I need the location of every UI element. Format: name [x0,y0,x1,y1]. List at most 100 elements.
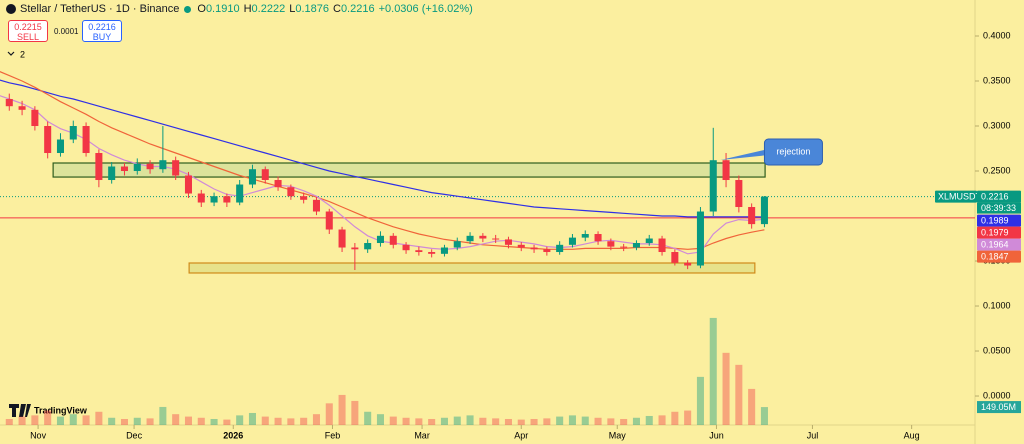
volume-bar [274,417,282,425]
candle-body [389,235,397,245]
symbol-name[interactable]: Stellar / TetherUS · 1D · Binance [20,3,180,15]
x-tick-label: Dec [126,430,143,440]
volume-bar [466,415,474,425]
ohlc-value: 0.2222 [251,3,286,15]
volume-bar [120,418,128,425]
volume-bar [44,410,52,425]
candle-body [722,160,730,181]
volume-bar [530,418,538,425]
candle-body [236,184,244,203]
candle-body [671,252,679,263]
ohlc-value: 0.2216 [340,3,375,15]
candle-body [492,238,500,240]
status-dot [184,5,192,13]
candle-body [248,169,256,185]
y-tick-label: 0.0500 [983,345,1011,355]
candle-body [440,247,448,254]
last-price-label: 0.2216 [981,191,1009,201]
volume-bar [287,418,295,425]
volume-bar [108,417,116,425]
volume-bar [709,317,717,425]
candle-body [5,99,13,107]
y-tick-label: 0.3000 [983,120,1011,130]
ohlc: O 0.1910 H 0.2222 L 0.1876 C 0.2216 [193,3,374,15]
volume-bar [402,417,410,425]
candle-body [18,106,26,110]
ma-label-bg [977,214,1021,227]
volume-bar [620,418,628,425]
candle-body [581,234,589,238]
volume-bar [300,417,308,425]
symbol-logo [6,4,16,14]
zone [188,262,756,274]
candle-body [364,243,372,250]
volume-bar [364,411,372,425]
candle-body [402,244,410,251]
x-tick-label: Nov [30,430,47,440]
buy-button[interactable]: 0.2216 BUY [82,20,122,42]
sell-price: 0.2215 [14,22,42,32]
candle-body [287,187,295,197]
candle-body [748,207,756,225]
candle-body [108,166,116,181]
candle-body [82,126,90,154]
volume-bar [133,417,141,425]
volume-bar [632,417,640,425]
candle-body [159,160,167,170]
candle-body [479,235,487,239]
volume-bar [581,416,589,425]
candle-body [530,247,538,250]
candle-body [645,238,653,244]
candle-body [197,193,205,203]
candle-body [312,199,320,212]
ohlc-key: L [289,3,296,15]
candle-body [274,180,282,188]
ohlc-value: 0.1910 [205,3,240,15]
volume-bar [338,394,346,425]
level-label-bg [977,226,1021,239]
candle-body [69,126,77,140]
volume-bar [671,411,679,425]
candle-body [632,243,640,248]
candle-body [709,160,717,212]
candle-body [261,169,269,181]
indicators-count: 2 [20,49,25,59]
y-tick-label: 0.0000 [983,390,1011,400]
volume-bar [658,415,666,425]
candle-body [223,196,231,203]
candle-body [658,238,666,253]
candle-body [351,247,359,250]
volume-bar [351,400,359,425]
volume-bar [197,417,205,425]
volume-bar [223,419,231,425]
volume-bar [18,416,26,425]
candle-body [504,239,512,245]
ohlc-key: C [332,3,341,15]
x-tick-label: 2026 [223,430,243,440]
moving-average [0,79,765,218]
volume-bar [760,407,768,425]
volume-bar [376,414,384,425]
volume-bar [236,415,244,425]
ma-label: 0.1964 [981,239,1009,249]
callout-pointer [720,149,769,161]
candle-body [428,252,436,254]
candle-body [760,196,768,225]
volume-bar [684,410,692,425]
volume-bar [556,416,564,425]
symbol-label: XLMUSDT [938,191,982,201]
candle-body [146,163,154,170]
brand-logo [9,404,31,417]
candle-body [338,229,346,248]
volume-bar [82,415,90,425]
x-tick-label: Feb [325,430,341,440]
collapse-chevron[interactable] [7,51,15,56]
zone [52,162,766,178]
volume-bar [31,415,39,425]
buy-price: 0.2216 [88,22,116,32]
candle-body [325,211,333,230]
ma-label: 0.1989 [981,215,1009,225]
volume-bar [312,414,320,425]
sell-button[interactable]: 0.2215 SELL [8,20,48,42]
volume-bar [594,417,602,425]
